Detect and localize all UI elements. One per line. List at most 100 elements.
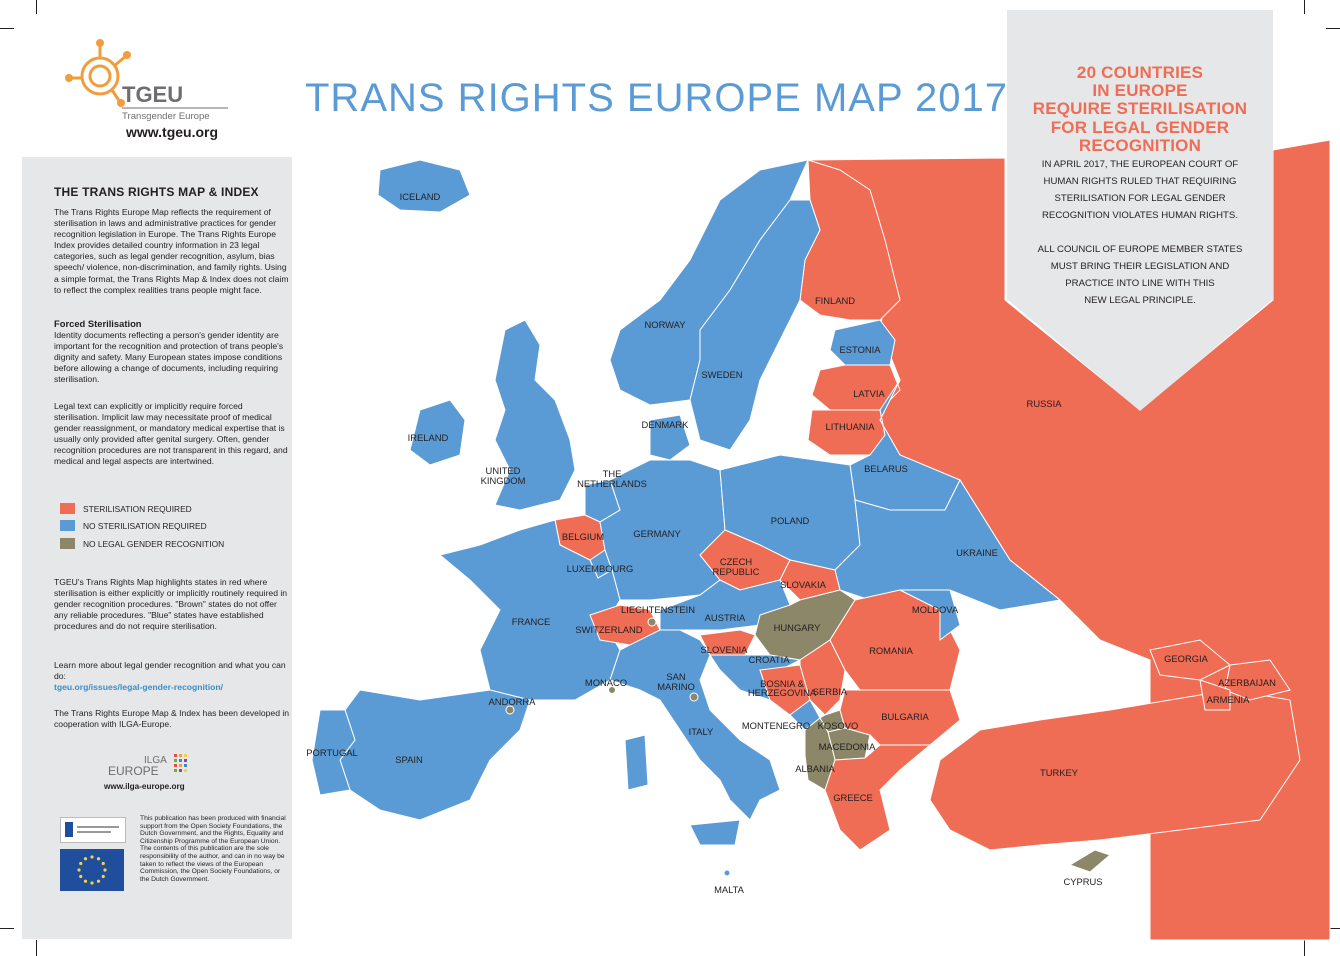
country-italy [609, 629, 781, 821]
learn-more-text: Learn more about legal gender recognitio… [54, 660, 286, 682]
sidebar: THE TRANS RIGHTS MAP & INDEX The Trans R… [22, 157, 292, 939]
label-bih-line1: BOSNIA & [760, 678, 805, 689]
label-united-kingdom: UNITED KINGDOM [481, 465, 526, 486]
cooperation-text: The Trans Rights Europe Map & Index has … [54, 708, 290, 730]
ilga-dots-icon [174, 754, 187, 772]
label-iceland: ICELAND [400, 191, 441, 202]
label-hungary: HUNGARY [774, 622, 821, 633]
country-romania [829, 589, 961, 691]
label-sm-line2: MARINO [657, 681, 695, 692]
label-switzerland: SWITZERLAND [575, 624, 642, 635]
dutch-ministry-logo [60, 817, 126, 843]
label-liechtenstein: LIECHTENSTEIN [621, 604, 695, 615]
crop-mark [1326, 928, 1340, 929]
label-bih-line2: HERZEGOVINA [748, 687, 817, 698]
tgeu-molecule-icon [70, 44, 127, 103]
eu-star-icon [90, 855, 94, 859]
forced-sterilisation-section: Forced Sterilisation Identity documents … [54, 318, 290, 386]
legend-item-sterilisation: STERILISATION REQUIRED [60, 503, 192, 514]
info-banner [1007, 10, 1273, 300]
label-spain: SPAIN [395, 754, 422, 765]
country-italy-sardinia [624, 734, 649, 791]
country-andorra [505, 705, 515, 715]
label-luxembourg: LUXEMBOURG [567, 563, 634, 574]
label-latvia: LATVIA [853, 388, 885, 399]
label-georgia: GEORGIA [1164, 653, 1209, 664]
label-germany: GERMANY [633, 528, 681, 539]
eu-star-icon [90, 881, 94, 885]
label-uk-line1: UNITED [486, 465, 521, 476]
tgeu-wordmark: TGEU [122, 82, 183, 107]
country-slovakia [779, 559, 841, 601]
label-serbia: SERBIA [813, 686, 848, 697]
country-iceland [377, 159, 471, 213]
label-poland: POLAND [771, 515, 810, 526]
eu-star-icon [83, 879, 88, 883]
label-malta: MALTA [714, 884, 745, 895]
banner-headline-line: RECOGNITION [1078, 135, 1202, 155]
label-uk-line2: KINGDOM [481, 475, 526, 486]
eu-star-icon [101, 861, 105, 866]
banner-body-line: NEW LEGAL PRINCIPLE. [1084, 295, 1196, 306]
crop-mark [1304, 940, 1305, 956]
label-netherlands: THE NETHERLANDS [577, 468, 647, 489]
legend-item-no-recognition: NO LEGAL GENDER RECOGNITION [60, 538, 224, 549]
ilga-wordmark-line2: EUROPE [108, 764, 159, 778]
ministry-text-line [77, 831, 111, 833]
dutch-ministry-emblem-icon [65, 822, 73, 837]
country-estonia [829, 319, 896, 366]
label-bulgaria: BULGARIA [881, 711, 929, 722]
label-andorra: ANDORRA [489, 696, 537, 707]
country-portugal [311, 709, 356, 796]
label-portugal: PORTUGAL [306, 747, 357, 758]
label-austria: AUSTRIA [705, 612, 746, 623]
label-ukraine: UKRAINE [956, 547, 998, 558]
eu-star-icon [79, 861, 83, 866]
forced-sterilisation-heading: Forced Sterilisation [54, 318, 142, 329]
legal-text-paragraph: Legal text can explicitly or implicitly … [54, 401, 288, 467]
legend-swatch-no-recognition [60, 538, 75, 549]
banner-body-line: ALL COUNCIL OF EUROPE MEMBER STATES [1037, 244, 1243, 255]
label-san-marino: SAN MARINO [657, 671, 695, 692]
banner-body: IN APRIL 2017, THE EUROPEAN COURT OF HUM… [1025, 156, 1255, 309]
banner-headline-line: FOR LEGAL GENDER [1050, 117, 1230, 137]
label-moldova: MOLDOVA [912, 604, 959, 615]
label-kosovo: KOSOVO [818, 720, 859, 731]
legend-label: STERILISATION REQUIRED [83, 503, 192, 514]
learn-more-link[interactable]: tgeu.org/issues/legal-gender-recognition… [54, 682, 224, 693]
legend-swatch-no-sterilisation [60, 520, 75, 531]
info-banner-arrow [1007, 299, 1273, 411]
country-azerbaijan [1224, 659, 1291, 701]
banner-body-spacer [1025, 224, 1255, 241]
legend-label: NO LEGAL GENDER RECOGNITION [83, 538, 225, 549]
country-greece [824, 744, 932, 851]
ilga-url[interactable]: www.ilga-europe.org [104, 782, 185, 791]
eu-star-icon [96, 857, 101, 861]
country-cyprus [1068, 849, 1111, 873]
label-belarus: BELARUS [864, 463, 908, 474]
eu-star-icon [101, 874, 105, 879]
label-romania: ROMANIA [869, 645, 914, 656]
country-georgia [1149, 639, 1231, 681]
label-denmark: DENMARK [642, 419, 690, 430]
label-croatia: CROATIA [749, 654, 791, 665]
label-cz-line1: CZECH [720, 556, 752, 567]
eu-star-icon [96, 879, 101, 883]
country-moldova [899, 589, 961, 641]
banner-body-line: MUST BRING THEIR LEGISLATION AND [1050, 261, 1230, 272]
tgeu-url[interactable]: www.tgeu.org [126, 124, 219, 140]
eu-star-icon [77, 868, 81, 872]
learn-more-section: Learn more about legal gender recognitio… [54, 660, 290, 693]
label-slovenia: SLOVENIA [701, 644, 749, 655]
sidebar-heading: THE TRANS RIGHTS MAP & INDEX [54, 185, 259, 199]
label-cyprus: CYPRUS [1063, 876, 1102, 887]
eu-star-icon [103, 868, 107, 872]
label-greece: GREECE [833, 792, 873, 803]
country-malta [723, 869, 731, 877]
banner-body-line: PRACTICE INTO LINE WITH THIS [1065, 278, 1215, 289]
banner-headline-line: REQUIRE STERILISATION [1032, 99, 1248, 119]
tgeu-subtitle: Transgender Europe [122, 111, 210, 122]
label-lithuania: LITHUANIA [826, 421, 876, 432]
page-title: TRANS RIGHTS EUROPE MAP 2017 [305, 76, 1008, 120]
